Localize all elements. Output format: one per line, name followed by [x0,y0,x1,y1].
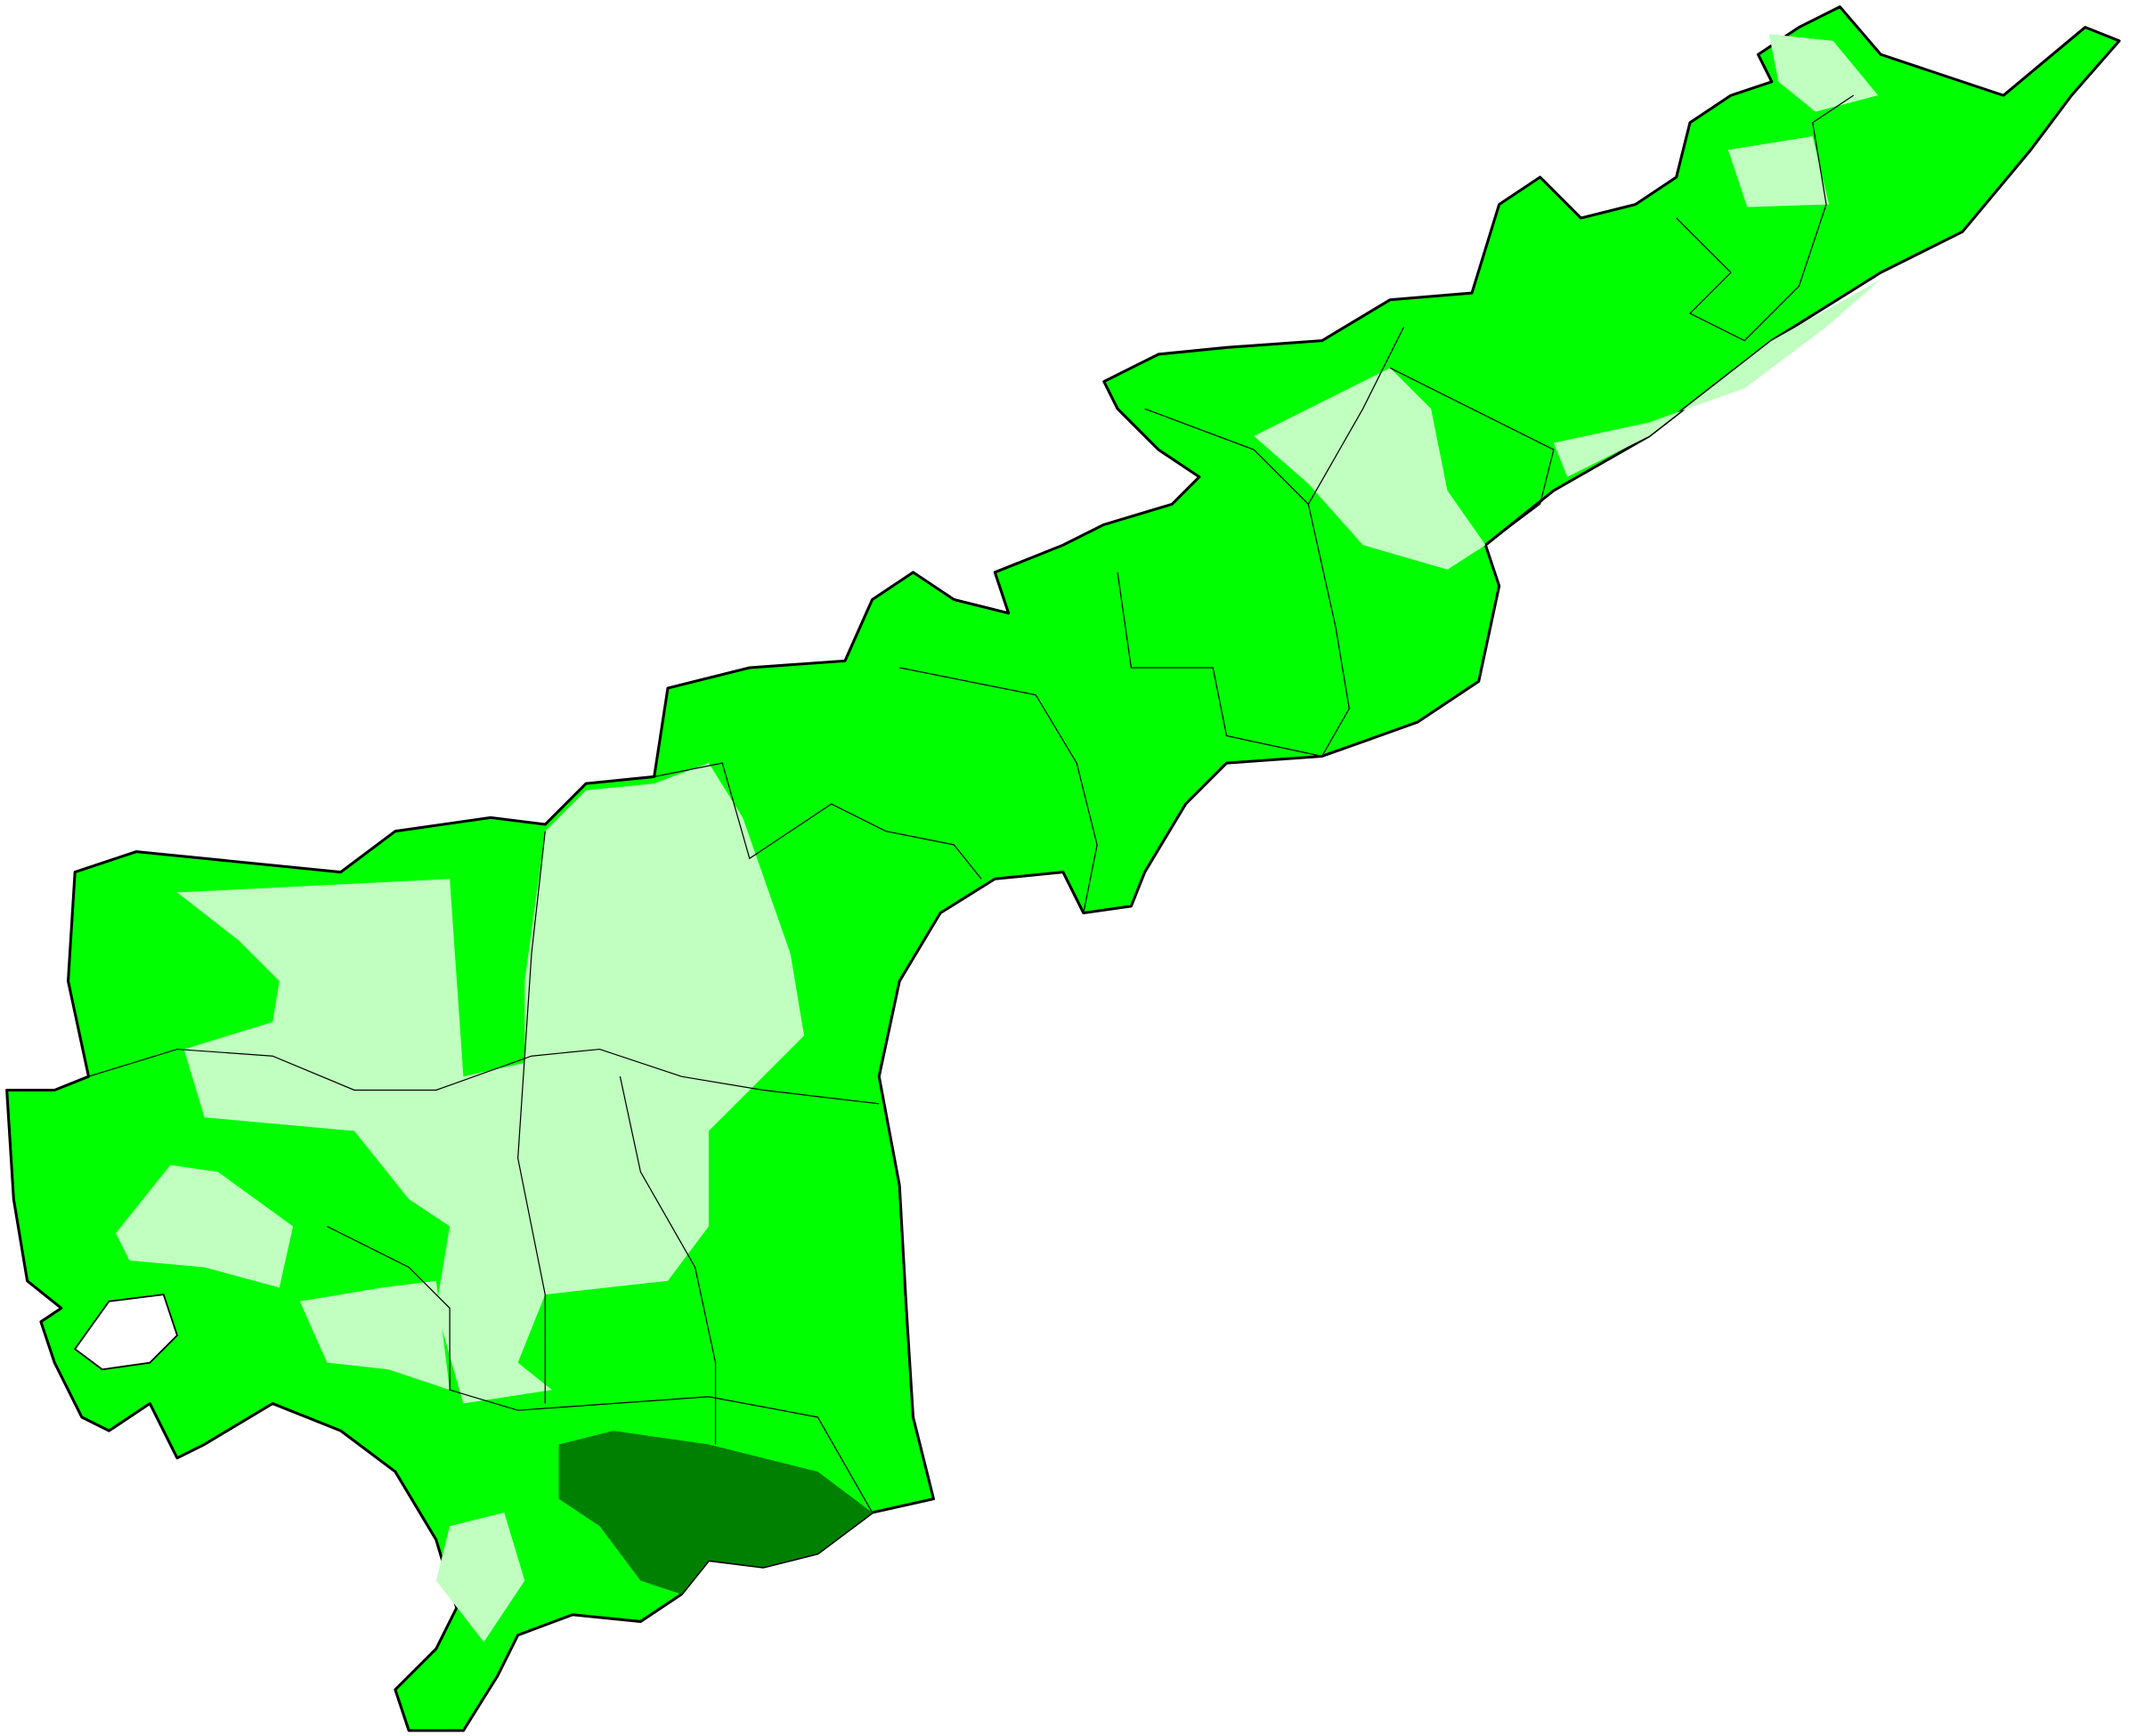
district-border [88,1048,880,1105]
district-border [1676,94,1854,342]
district-border [327,1226,873,1513]
district-border [517,831,546,1404]
light-zone [1768,34,1879,112]
light-zone [1553,279,1881,477]
district-border [619,1076,717,1445]
light-zone [116,1164,294,1288]
dark-zone [558,1431,873,1594]
state-region [5,5,2121,1732]
district-border [654,762,982,880]
light-zone [176,763,805,1404]
light-zone [435,1512,525,1643]
district-border [1144,327,1405,506]
district-border [1389,367,1555,546]
district-border [899,667,1098,913]
district-border [1117,572,1322,758]
light-zone [1727,136,1830,207]
district-border [1307,504,1350,757]
light-zone [299,1280,451,1391]
hole [73,1294,179,1371]
light-zone [1254,368,1486,570]
